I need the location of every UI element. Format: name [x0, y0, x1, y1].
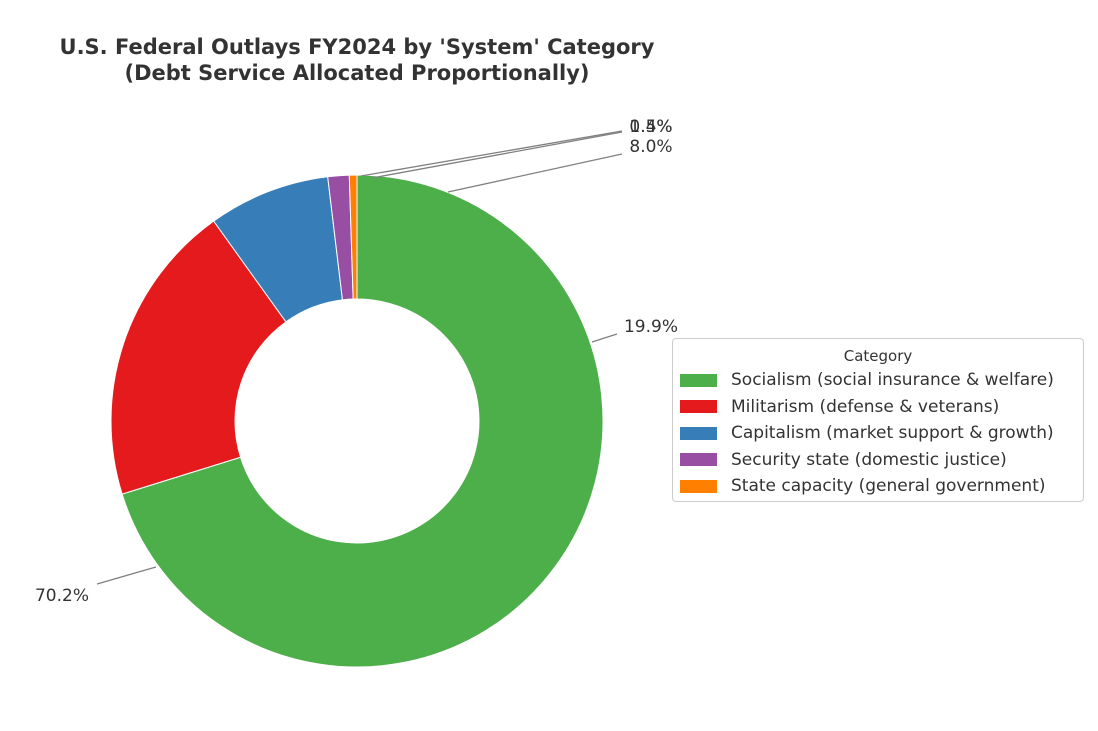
legend-item-1: Socialism (social insurance & welfare) — [680, 370, 1054, 390]
leader-line-5 — [360, 130, 623, 177]
legend-item-3: Capitalism (market support & growth) — [680, 423, 1054, 443]
slice-percent-label-3: 8.0% — [629, 137, 672, 157]
chart-title-main: U.S. Federal Outlays FY2024 by 'System' … — [59, 35, 655, 59]
legend-label: Capitalism (market support & growth) — [731, 423, 1054, 443]
chart-legend: Category Socialism (social insurance & w… — [672, 338, 1084, 502]
leader-line-1 — [96, 566, 157, 585]
legend-label: Security state (domestic justice) — [731, 449, 1007, 470]
donut-slice-2 — [110, 220, 287, 495]
leader-line-3 — [447, 153, 623, 193]
slice-percent-label-4: 1.4% — [629, 117, 672, 137]
chart-title: U.S. Federal Outlays FY2024 by 'System' … — [0, 34, 714, 86]
slice-percent-label-2: 19.9% — [624, 317, 678, 337]
legend-swatch — [680, 426, 717, 440]
donut-slice-1 — [121, 174, 604, 668]
legend-swatch — [680, 453, 717, 466]
legend-label: Militarism (defense & veterans) — [731, 396, 1000, 417]
donut-chart: 70.2% 19.9% 8.0%1.4%0.5% — [35, 117, 678, 668]
legend-item-5: State capacity (general government) — [680, 476, 1046, 496]
legend-item-2: Militarism (defense & veterans) — [680, 397, 999, 417]
slice-percent-label-5: 0.5% — [629, 117, 672, 137]
leader-line-2 — [591, 333, 618, 343]
legend-swatch — [680, 373, 717, 387]
legend-swatch — [680, 479, 717, 493]
chart-subtitle: (Debt Service Allocated Proportionally) — [124, 61, 590, 85]
legend-swatch — [680, 400, 717, 413]
legend-label: Socialism (social insurance & welfare) — [731, 370, 1054, 390]
legend-item-4: Security state (domestic justice) — [680, 450, 1007, 470]
legend-title: Category — [843, 347, 913, 365]
leader-line-4 — [371, 131, 623, 179]
legend-label: State capacity (general government) — [731, 476, 1046, 496]
donut-slice-5 — [348, 174, 358, 300]
slice-percent-label-1: 70.2% — [35, 586, 89, 606]
